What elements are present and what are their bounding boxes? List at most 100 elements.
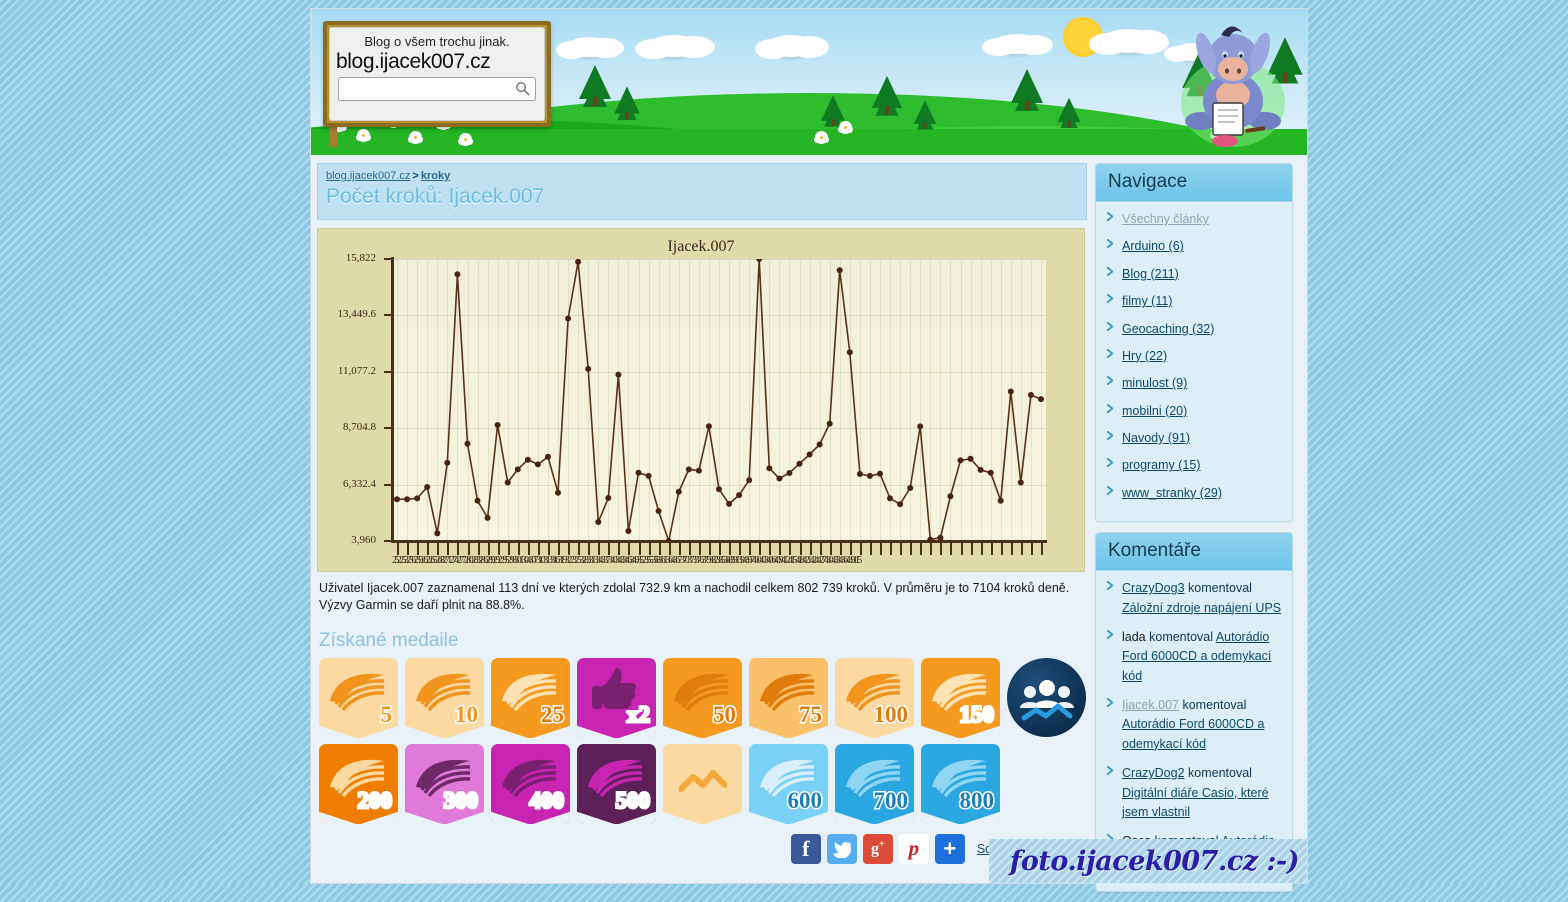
sidebar-nav-link[interactable]: mobilni (20) (1122, 403, 1188, 418)
comment-author-link[interactable]: Ijacek.007 (1122, 698, 1179, 712)
medal-badge-300[interactable]: 300 (405, 743, 484, 824)
chart-gridline-v (648, 259, 650, 541)
comment-post-link[interactable]: Autorádio Ford 6000CD a odemykací kód (1122, 717, 1265, 751)
sidebar-nav-item[interactable]: minulost (9) (1102, 374, 1286, 393)
chart-x-tick (548, 543, 550, 555)
sidebar-nav-link[interactable]: www_stranky (29) (1122, 485, 1223, 500)
sidebar-nav-link[interactable]: Arduino (6) (1122, 239, 1184, 254)
breadcrumb-current-link[interactable]: kroky (420, 170, 451, 182)
chart-data-point (474, 497, 481, 504)
comment-post-link[interactable]: Záložní zdroje napájení UPS (1122, 600, 1282, 615)
comment-post-link[interactable]: Autorádio Ford 6000CD a odemykací kód (1122, 629, 1272, 683)
medal-badge-x2[interactable]: x2 (577, 657, 656, 738)
twitter-share-button[interactable] (826, 833, 857, 864)
breadcrumb-home-link[interactable]: blog.ijacek007.cz (326, 170, 411, 182)
chart-y-tick-label: 11,077.2 (337, 364, 376, 377)
wing-icon (760, 759, 815, 797)
tree-icon (821, 95, 845, 127)
sidebar-nav-link[interactable]: programy (15) (1122, 458, 1201, 473)
chart-data-point (977, 466, 984, 473)
medal-badge-community[interactable] (1007, 657, 1086, 737)
wing-icon (932, 673, 987, 711)
medal-badge-50[interactable]: 50 (663, 657, 742, 738)
sidebar-nav-link[interactable]: Hry (22) (1122, 348, 1168, 363)
chart-x-tick (568, 543, 571, 555)
comment-post-link[interactable]: Digitální diáře Casio, které jsem vlastn… (1122, 785, 1269, 819)
medal-badge-200[interactable]: 200 (319, 743, 398, 824)
facebook-share-button[interactable]: f (790, 833, 821, 864)
flower-icon (359, 131, 368, 140)
chevron-right-icon (1106, 458, 1114, 468)
chart-gridline-v (970, 259, 972, 541)
sidebar-nav-link[interactable]: Geocaching (32) (1122, 321, 1215, 336)
medal-badge-label: 800 (958, 787, 995, 813)
chart-data-point (615, 371, 622, 378)
sidebar-nav-item[interactable]: mobilni (20) (1102, 402, 1286, 421)
chart-x-tick (698, 543, 701, 555)
sidebar-nav-item[interactable]: Hry (22) (1102, 347, 1286, 366)
sidebar-nav-link[interactable]: Všechny články (1122, 212, 1209, 226)
googleplus-share-button[interactable]: g+ (862, 833, 893, 864)
sidebar-nav-link[interactable]: Blog (211) (1122, 266, 1179, 281)
medal-badge-600[interactable]: 600 (749, 743, 828, 824)
chart-x-tick (719, 543, 721, 555)
sidebar-nav-link[interactable]: filmy (11) (1122, 294, 1173, 309)
chart-data-point (776, 475, 783, 482)
chart-x-tick (688, 543, 691, 555)
sidebar-nav-item[interactable]: programy (15) (1102, 456, 1286, 475)
chart-x-tick (859, 543, 862, 555)
chart-data-point (907, 485, 914, 491)
search-icon[interactable] (515, 81, 530, 96)
medal-badge-700[interactable]: 700 (835, 743, 914, 824)
medal-badge-activity[interactable] (663, 743, 742, 824)
chart-x-tick (417, 543, 420, 555)
addthis-share-button[interactable]: + (934, 833, 965, 864)
sidebar-comment-item[interactable]: Ijacek.007 komentoval Autorádio Ford 600… (1102, 696, 1286, 754)
sidebar-comment-item[interactable]: CrazyDog2 komentoval Digitální diáře Cas… (1102, 764, 1286, 822)
chart-x-tick (749, 543, 752, 555)
sidebar-nav-item[interactable]: filmy (11) (1102, 292, 1286, 311)
sign-inner: Blog o všem trochu jinak. blog.ijacek007… (329, 27, 545, 121)
cloud-icon (555, 37, 624, 59)
medal-badge-label: 100 (872, 701, 909, 727)
medal-badge-75[interactable]: 75 (749, 657, 828, 738)
sidebar-nav-item[interactable]: Blog (211) (1102, 265, 1286, 284)
sidebar-nav-link[interactable]: minulost (9) (1122, 376, 1188, 391)
grass-strip (311, 129, 1307, 155)
chart-x-tick (648, 543, 651, 555)
sidebar-nav-item[interactable]: Všechny články (1102, 210, 1286, 229)
medal-badge-500[interactable]: 500 (577, 743, 656, 824)
medal-badge-10[interactable]: 10 (405, 657, 484, 738)
sidebar-comment-item[interactable]: lada komentoval Autorádio Ford 6000CD a … (1102, 628, 1286, 686)
thumbs-up-icon (592, 667, 636, 709)
chart-data-point (434, 530, 441, 537)
sidebar-nav-link[interactable]: Navody (91) (1122, 431, 1191, 445)
sidebar-nav-item[interactable]: Geocaching (32) (1102, 320, 1286, 339)
medal-badge-5[interactable]: 5 (319, 657, 398, 738)
chart-y-tick (384, 483, 391, 486)
chart-x-tick (809, 543, 812, 555)
chart-x-tick (427, 543, 430, 555)
medal-badge-800[interactable]: 800 (921, 743, 1000, 824)
medal-badge-400[interactable]: 400 (491, 743, 570, 824)
cloud-icon (755, 35, 829, 59)
chart-x-tick (940, 543, 943, 555)
medal-badge-150[interactable]: 150 (921, 657, 1000, 738)
comment-author-link[interactable]: CrazyDog2 (1122, 766, 1185, 781)
sidebar-nav-item[interactable]: Navody (91) (1102, 429, 1286, 448)
sidebar-comment-item[interactable]: CrazyDog3 komentoval Záložní zdroje napá… (1102, 579, 1286, 618)
chart-gridline-v (638, 259, 640, 541)
sidebar-nav-item[interactable]: Arduino (6) (1102, 237, 1286, 256)
comments-list: CrazyDog3 komentoval Záložní zdroje napá… (1096, 571, 1292, 891)
chart-gridline-v (467, 259, 469, 541)
medal-badge-100[interactable]: 100 (835, 657, 914, 738)
comment-author-link[interactable]: CrazyDog3 (1122, 581, 1185, 596)
chart-x-tick (628, 543, 631, 555)
chart-data-point (796, 460, 803, 467)
chart-gridline-v (487, 259, 489, 541)
chart-x-tick (980, 543, 983, 555)
search-input[interactable] (338, 77, 536, 101)
medal-badge-25[interactable]: 25 (491, 657, 570, 738)
sidebar-nav-item[interactable]: www_stranky (29) (1102, 484, 1286, 503)
pinterest-share-button[interactable]: p (898, 833, 929, 864)
